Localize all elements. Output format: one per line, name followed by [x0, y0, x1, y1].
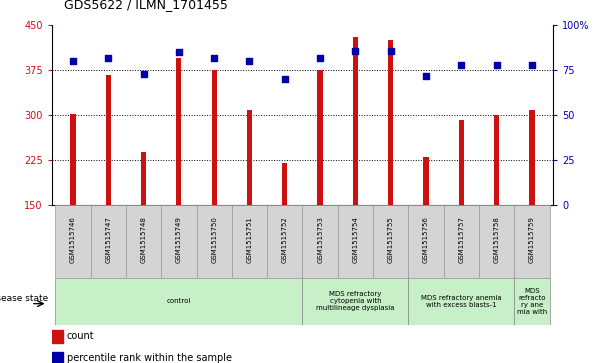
Bar — [196, 205, 232, 278]
Text: GSM1515750: GSM1515750 — [211, 216, 217, 264]
Bar — [409, 278, 514, 325]
Bar — [52, 330, 63, 343]
Point — [209, 55, 219, 61]
Bar — [55, 278, 303, 325]
Bar — [444, 205, 479, 278]
Bar — [514, 278, 550, 325]
Text: GSM1515757: GSM1515757 — [458, 216, 465, 264]
Bar — [494, 115, 499, 205]
Point — [457, 62, 466, 68]
Point — [316, 55, 325, 61]
Text: GSM1515746: GSM1515746 — [70, 216, 76, 264]
Text: GSM1515749: GSM1515749 — [176, 216, 182, 264]
Text: MDS
refracto
ry ane
mia with: MDS refracto ry ane mia with — [517, 288, 547, 315]
Bar — [106, 74, 111, 205]
Point — [174, 49, 184, 55]
Point — [421, 73, 431, 79]
Text: disease state: disease state — [0, 294, 49, 303]
Point — [386, 48, 396, 53]
Bar — [267, 205, 303, 278]
Bar — [514, 205, 550, 278]
Bar — [161, 205, 196, 278]
Bar — [373, 205, 409, 278]
Bar — [338, 205, 373, 278]
Point — [139, 71, 148, 77]
Bar — [212, 70, 217, 205]
Text: count: count — [67, 331, 94, 341]
Text: GSM1515758: GSM1515758 — [494, 216, 500, 264]
Text: MDS refractory anemia
with excess blasts-1: MDS refractory anemia with excess blasts… — [421, 295, 502, 308]
Bar — [303, 278, 409, 325]
Text: GDS5622 / ILMN_1701455: GDS5622 / ILMN_1701455 — [64, 0, 228, 11]
Bar — [388, 40, 393, 205]
Text: GSM1515754: GSM1515754 — [353, 217, 359, 263]
Bar — [530, 110, 534, 205]
Text: GSM1515755: GSM1515755 — [388, 217, 394, 263]
Bar — [247, 110, 252, 205]
Point — [280, 76, 289, 82]
Bar — [141, 152, 146, 205]
Text: GSM1515756: GSM1515756 — [423, 216, 429, 264]
Text: control: control — [167, 298, 191, 304]
Text: GSM1515748: GSM1515748 — [140, 216, 147, 264]
Bar — [282, 163, 288, 205]
Bar — [232, 205, 267, 278]
Bar — [71, 114, 75, 205]
Bar — [176, 58, 182, 205]
Point — [103, 55, 113, 61]
Bar — [303, 205, 338, 278]
Text: GSM1515752: GSM1515752 — [282, 217, 288, 263]
Point — [527, 62, 537, 68]
Point — [68, 58, 78, 64]
Text: GSM1515759: GSM1515759 — [529, 216, 535, 264]
Point — [351, 48, 361, 53]
Bar — [423, 157, 429, 205]
Text: percentile rank within the sample: percentile rank within the sample — [67, 354, 232, 363]
Point — [244, 58, 254, 64]
Point — [492, 62, 502, 68]
Text: GSM1515747: GSM1515747 — [105, 216, 111, 264]
Bar — [91, 205, 126, 278]
Bar — [479, 205, 514, 278]
Bar — [55, 205, 91, 278]
Text: GSM1515751: GSM1515751 — [246, 216, 252, 264]
Bar — [52, 352, 63, 363]
Bar — [317, 70, 323, 205]
Bar — [126, 205, 161, 278]
Bar — [353, 37, 358, 205]
Text: MDS refractory
cytopenia with
multilineage dysplasia: MDS refractory cytopenia with multilinea… — [316, 291, 395, 311]
Bar — [459, 120, 464, 205]
Bar — [409, 205, 444, 278]
Text: GSM1515753: GSM1515753 — [317, 216, 323, 264]
